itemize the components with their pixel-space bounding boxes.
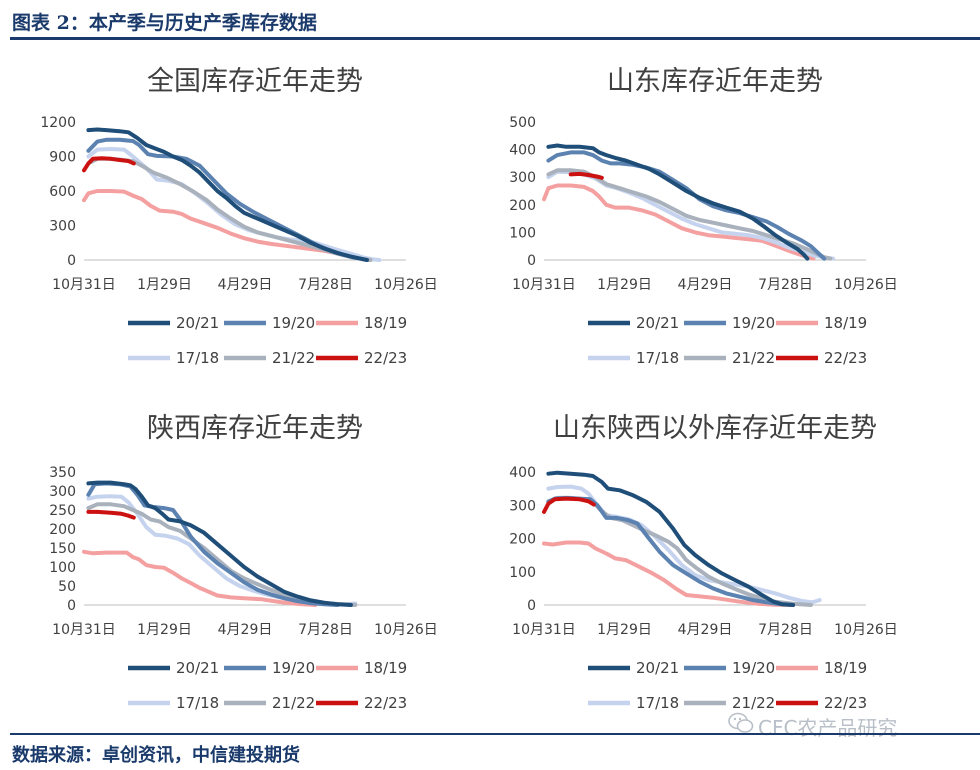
y-tick-label: 200 <box>49 522 76 538</box>
chart-shaanxi-inventory: 陕西库存近年走势 0 50 100 150 200 250 300 350 10月31日 1月29日… <box>49 413 438 712</box>
series-line-19-20 <box>546 150 827 261</box>
legend-label: 21/22 <box>272 694 315 712</box>
y-tick-label: 500 <box>509 115 536 131</box>
y-tick-label: 0 <box>67 253 76 269</box>
x-tick-label: 10月31日 <box>512 277 576 293</box>
x-tick-label: 10月26日 <box>834 277 898 293</box>
legend-label: 20/21 <box>176 659 219 677</box>
x-tick-label: 10月26日 <box>374 622 438 638</box>
y-tick-label: 600 <box>49 184 76 200</box>
chart-title: 全国库存近年走势 <box>147 66 363 97</box>
y-tick-label: 100 <box>49 560 76 576</box>
legend-label: 17/18 <box>176 694 219 712</box>
x-tick-label: 7月28日 <box>758 622 813 638</box>
x-tick-label: 7月28日 <box>758 277 813 293</box>
x-tick-label: 4月29日 <box>678 277 733 293</box>
legend-label: 20/21 <box>636 314 679 332</box>
x-tick-label: 1月29日 <box>137 277 192 293</box>
y-tick-label: 100 <box>509 565 536 581</box>
legend-label: 19/20 <box>732 659 775 677</box>
y-tick-label: 300 <box>49 484 76 500</box>
y-tick-label: 400 <box>509 143 536 159</box>
y-tick-label: 900 <box>49 150 76 166</box>
watermark-text: CFC农产品研究 <box>758 716 898 740</box>
legend-label: 18/19 <box>364 659 407 677</box>
series-line-17-18 <box>546 484 822 605</box>
legend-label: 19/20 <box>732 314 775 332</box>
y-tick-label: 200 <box>509 532 536 548</box>
legend-label: 21/22 <box>272 349 315 367</box>
chart-title: 山东库存近年走势 <box>607 66 823 97</box>
x-tick-label: 7月28日 <box>298 622 353 638</box>
x-tick-label: 10月31日 <box>512 622 576 638</box>
legend-label: 22/23 <box>364 349 407 367</box>
series-line-20-21 <box>546 470 796 607</box>
source-note: 数据来源：卓创资讯，中信建投期货 <box>12 745 300 766</box>
legend-label: 17/18 <box>636 694 679 712</box>
y-tick-label: 0 <box>527 598 536 614</box>
x-tick-label: 4月29日 <box>218 622 273 638</box>
legend-label: 17/18 <box>636 349 679 367</box>
series-line-18-19 <box>542 540 796 607</box>
series-line-18-19 <box>82 549 318 607</box>
bottom-rule <box>10 733 980 735</box>
series-line-17-18 <box>86 147 382 262</box>
x-tick-label: 1月29日 <box>597 622 652 638</box>
series-line-18-19 <box>542 183 816 261</box>
legend-label: 18/19 <box>824 659 867 677</box>
legend-label: 22/23 <box>824 349 867 367</box>
x-tick-label: 4月29日 <box>218 277 273 293</box>
y-tick-label: 1200 <box>40 115 76 131</box>
y-tick-label: 300 <box>509 498 536 514</box>
chart-shandong-inventory: 山东库存近年走势 0 100 200 300 400 500 10月31日 1月29日 4月29日… <box>509 66 898 367</box>
legend-label: 18/19 <box>364 314 407 332</box>
y-tick-label: 300 <box>509 170 536 186</box>
figure-title: 图表 2：本产季与历史产季库存数据 <box>12 12 317 34</box>
x-tick-label: 10月31日 <box>52 277 116 293</box>
y-tick-label: 0 <box>527 253 536 269</box>
y-tick-label: 350 <box>49 465 76 481</box>
x-tick-label: 10月26日 <box>374 277 438 293</box>
legend-label: 22/23 <box>364 694 407 712</box>
legend-label: 20/21 <box>636 659 679 677</box>
series-line-22-23 <box>86 509 136 520</box>
x-tick-label: 1月29日 <box>597 277 652 293</box>
y-tick-label: 400 <box>509 465 536 481</box>
legend-label: 19/20 <box>272 314 315 332</box>
legend-label: 20/21 <box>176 314 219 332</box>
y-tick-label: 50 <box>58 579 76 595</box>
series-line-22-23 <box>568 171 604 180</box>
legend-label: 19/20 <box>272 659 315 677</box>
x-tick-label: 10月31日 <box>52 622 116 638</box>
legend-label: 18/19 <box>824 314 867 332</box>
chart-other-inventory: 山东陕西以外库存近年走势 0 100 200 300 400 10月31日 1月29日 4月29… <box>509 413 898 712</box>
series-line-20-21 <box>86 127 369 262</box>
legend-label: 22/23 <box>824 694 867 712</box>
legend-label: 21/22 <box>732 349 775 367</box>
chart-title: 山东陕西以外库存近年走势 <box>553 413 877 444</box>
series-line-20-21 <box>546 143 810 261</box>
legend-label: 21/22 <box>732 694 775 712</box>
series-line-22-23 <box>82 156 136 173</box>
y-tick-label: 250 <box>49 503 76 519</box>
y-tick-label: 200 <box>509 198 536 214</box>
x-tick-label: 4月29日 <box>678 622 733 638</box>
series-line-22-23 <box>542 496 596 514</box>
chart-title: 陕西库存近年走势 <box>147 413 363 444</box>
y-tick-label: 300 <box>49 219 76 235</box>
y-tick-label: 0 <box>67 598 76 614</box>
series-line-20-21 <box>86 480 353 607</box>
y-tick-label: 150 <box>49 541 76 557</box>
chart-national-inventory: 全国库存近年走势 0 300 600 900 1200 10月31日 1月29日 4月29日 7月… <box>40 66 438 367</box>
x-tick-label: 7月28日 <box>298 277 353 293</box>
top-rule <box>10 37 980 40</box>
x-tick-label: 10月26日 <box>834 622 898 638</box>
y-tick-label: 100 <box>509 225 536 241</box>
legend-label: 17/18 <box>176 349 219 367</box>
x-tick-label: 1月29日 <box>137 622 192 638</box>
wechat-icon <box>728 712 754 738</box>
